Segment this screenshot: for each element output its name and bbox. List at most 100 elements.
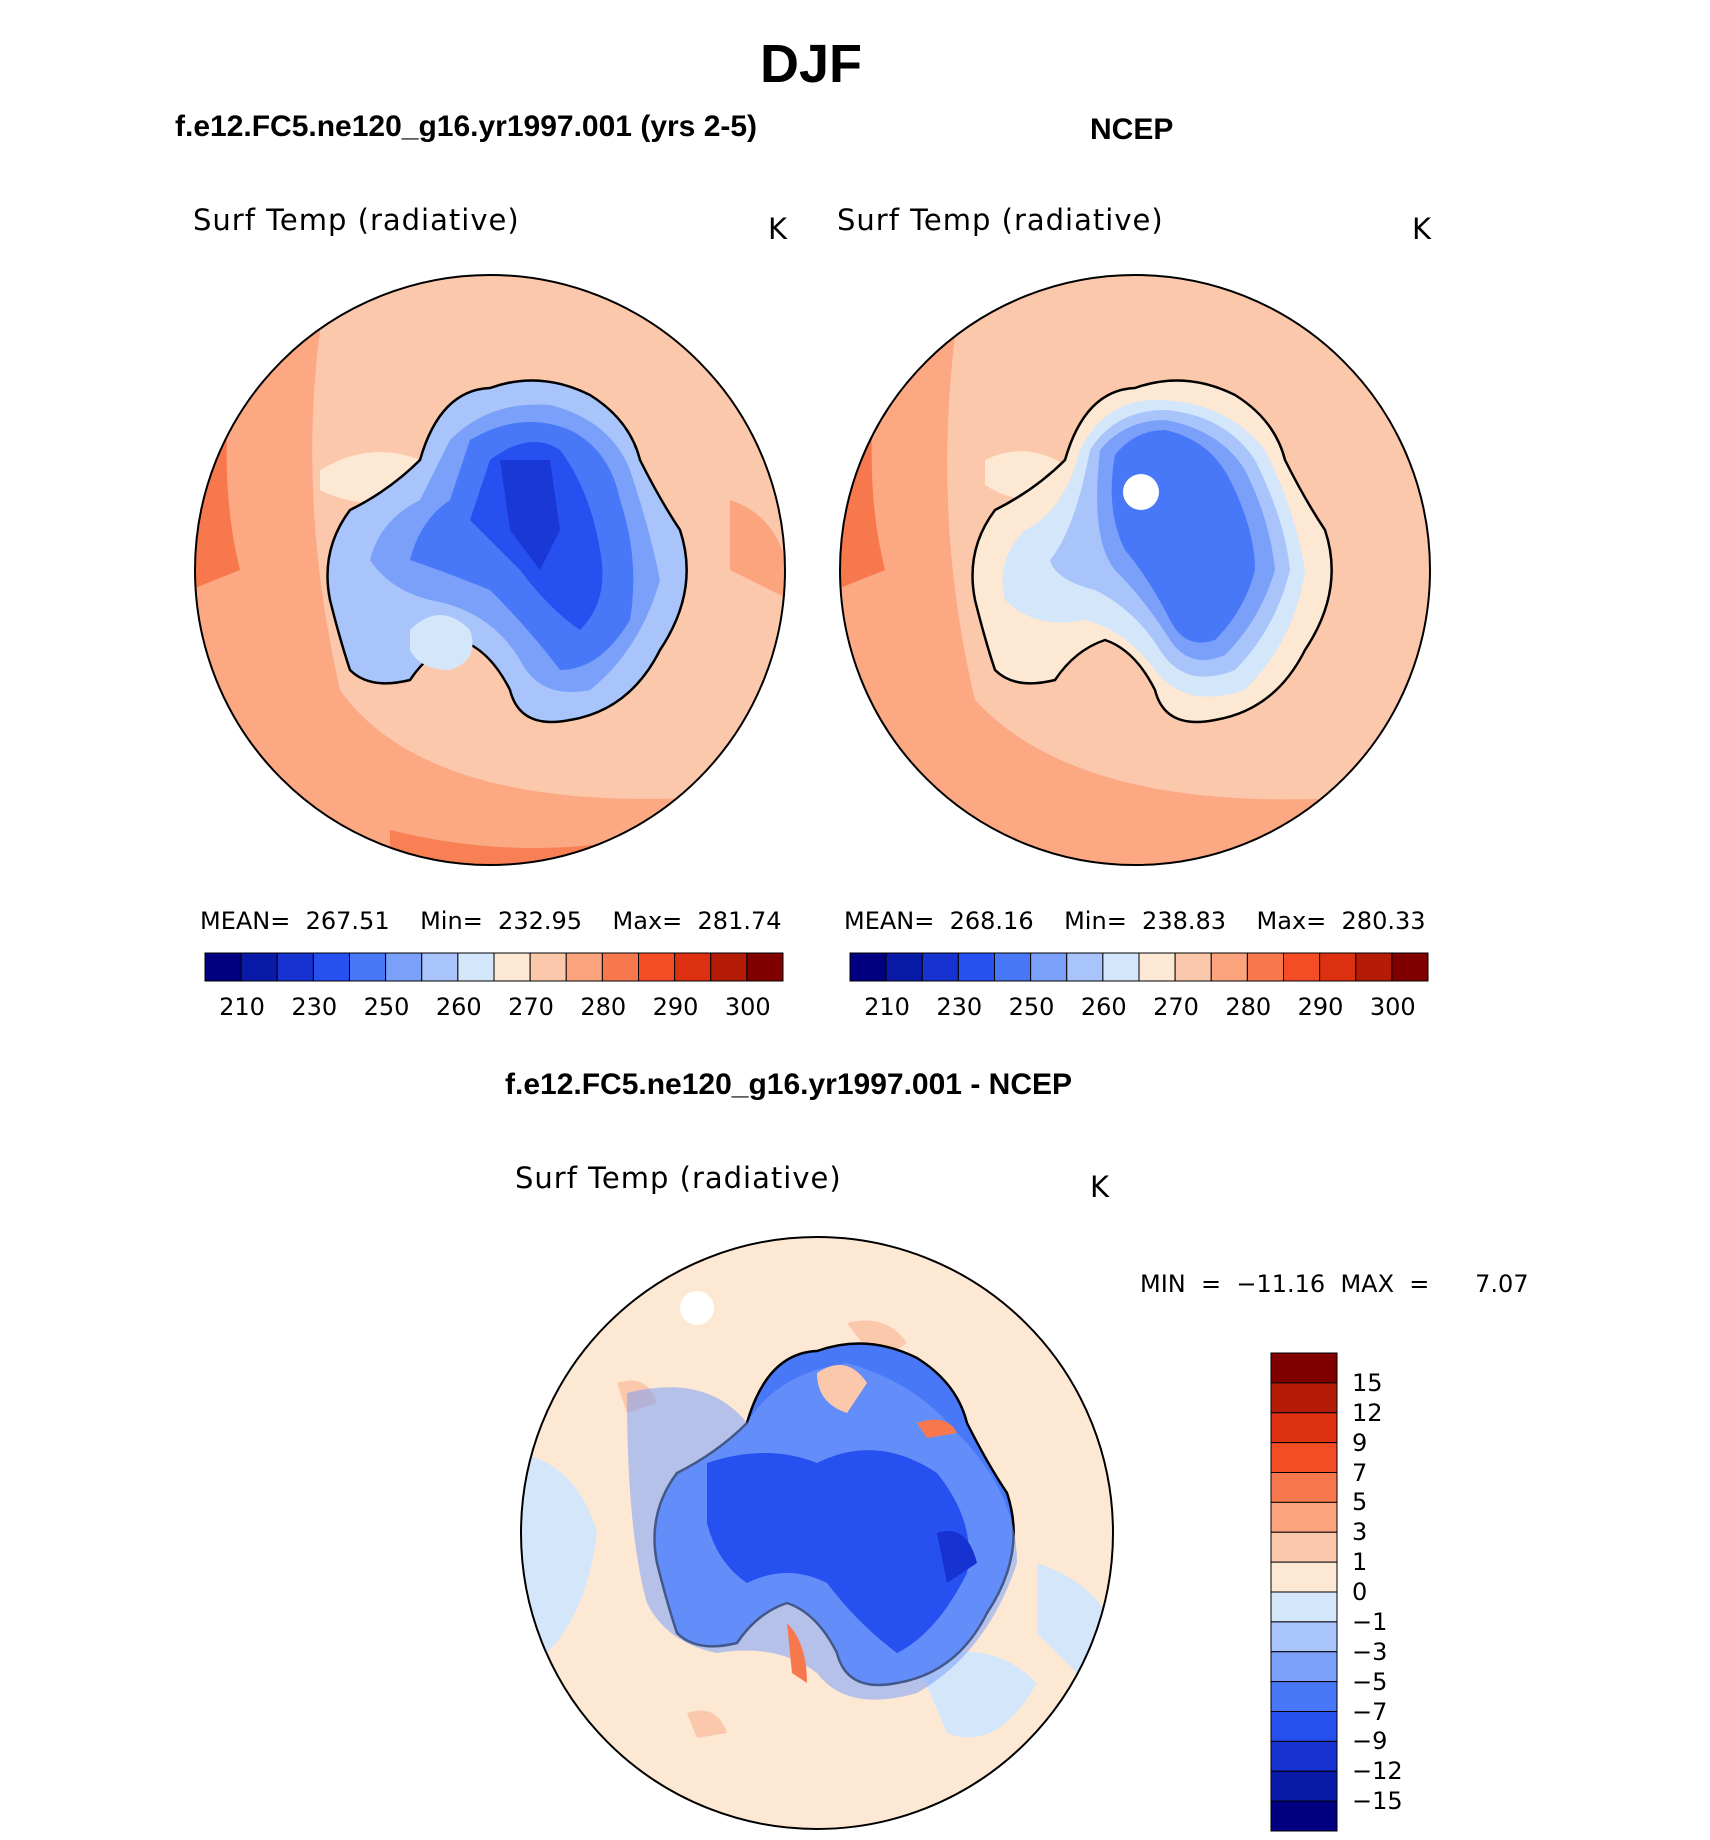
diff-colorbar-ticks: 15 12 9 7 5 3 1 0 −1 −3 −5 −7 −9 −12 −15 — [1352, 1352, 1432, 1832]
colorbar-swatch — [601, 952, 639, 982]
colorbar-swatch — [1270, 1800, 1338, 1832]
colorbar-swatch — [921, 952, 959, 982]
colorbar-swatch — [1270, 1412, 1338, 1444]
colorbar-swatch — [1283, 952, 1321, 982]
colorbar-tick-label: 280 — [580, 993, 627, 1021]
colorbar-swatch — [421, 952, 459, 982]
colorbar-tick-label: 230 — [936, 993, 983, 1021]
colorbar-swatch — [1270, 1561, 1338, 1593]
diff-colorbar — [1270, 1352, 1338, 1832]
colorbar-tick-label: −7 — [1352, 1697, 1388, 1726]
right-polar-map — [839, 274, 1431, 866]
left-colorbar — [204, 952, 784, 982]
colorbar-swatch — [1355, 952, 1393, 982]
colorbar-tick-label: −15 — [1352, 1787, 1403, 1816]
colorbar-swatch — [885, 952, 923, 982]
colorbar-swatch — [1270, 1621, 1338, 1653]
colorbar-swatch — [240, 952, 278, 982]
colorbar-swatch — [1030, 952, 1068, 982]
diff-stats: MIN = −11.16 MAX = 7.07 — [1140, 1270, 1529, 1298]
colorbar-tick-label: 5 — [1352, 1488, 1368, 1517]
colorbar-swatch — [1210, 952, 1248, 982]
left-stats: MEAN= 267.51 Min= 232.95 Max= 281.74 — [200, 907, 782, 935]
colorbar-swatch — [1270, 1531, 1338, 1563]
right-stats: MEAN= 268.16 Min= 238.83 Max= 280.33 — [844, 907, 1426, 935]
colorbar-tick-label: 1 — [1352, 1548, 1368, 1577]
colorbar-tick-label: 230 — [291, 993, 338, 1021]
colorbar-swatch — [1391, 952, 1429, 982]
colorbar-swatch — [994, 952, 1032, 982]
colorbar-tick-label: 15 — [1352, 1368, 1383, 1397]
colorbar-swatch — [1270, 1651, 1338, 1683]
colorbar-swatch — [957, 952, 995, 982]
colorbar-swatch — [493, 952, 531, 982]
colorbar-swatch — [1246, 952, 1284, 982]
colorbar-swatch — [1102, 952, 1140, 982]
colorbar-tick-label: −5 — [1352, 1667, 1388, 1696]
colorbar-swatch — [565, 952, 603, 982]
colorbar-swatch — [1270, 1770, 1338, 1802]
colorbar-tick-label: 280 — [1225, 993, 1272, 1021]
left-panel-title: f.e12.FC5.ne120_g16.yr1997.001 (yrs 2-5) — [175, 110, 758, 143]
colorbar-swatch — [1270, 1382, 1338, 1414]
colorbar-swatch — [1270, 1711, 1338, 1742]
colorbar-swatch — [1270, 1442, 1338, 1473]
right-colorbar — [849, 952, 1429, 982]
colorbar-swatch — [1270, 1740, 1338, 1772]
figure-title: DJF — [760, 34, 863, 94]
left-units-label: K — [768, 212, 789, 246]
right-colorbar-ticks: 210 230 250 260 270 280 290 300 — [849, 993, 1429, 1023]
colorbar-swatch — [276, 952, 314, 982]
colorbar-tick-label: −1 — [1352, 1607, 1388, 1636]
colorbar-tick-label: 270 — [508, 993, 554, 1021]
colorbar-swatch — [349, 952, 387, 982]
colorbar-tick-label: 210 — [864, 993, 910, 1021]
colorbar-tick-label: 210 — [219, 993, 265, 1021]
colorbar-swatch — [1270, 1591, 1338, 1623]
diff-units-label: K — [1090, 1170, 1111, 1204]
diff-polar-map — [520, 1236, 1114, 1830]
colorbar-tick-label: 300 — [724, 993, 771, 1021]
colorbar-tick-label: 290 — [1297, 993, 1344, 1021]
colorbar-tick-label: 260 — [435, 993, 482, 1021]
colorbar-swatch — [1138, 952, 1176, 982]
right-units-label: K — [1412, 212, 1433, 246]
colorbar-tick-label: 300 — [1369, 993, 1416, 1021]
left-colorbar-ticks: 210 230 250 260 270 280 290 300 — [204, 993, 784, 1023]
colorbar-tick-label: 250 — [1008, 993, 1055, 1021]
left-polar-map — [194, 274, 786, 866]
colorbar-swatch — [638, 952, 676, 982]
colorbar-tick-label: 270 — [1153, 993, 1199, 1021]
colorbar-tick-label: 9 — [1352, 1428, 1368, 1457]
colorbar-swatch — [385, 952, 423, 982]
colorbar-swatch — [746, 952, 784, 982]
colorbar-swatch — [1270, 1501, 1338, 1533]
colorbar-tick-label: −3 — [1352, 1637, 1388, 1666]
colorbar-tick-label: −12 — [1352, 1757, 1403, 1786]
diff-panel-title: f.e12.FC5.ne120_g16.yr1997.001 - NCEP — [505, 1068, 1072, 1101]
colorbar-swatch — [312, 952, 350, 982]
colorbar-swatch — [1174, 952, 1212, 982]
colorbar-swatch — [1319, 952, 1357, 982]
colorbar-swatch — [1270, 1472, 1338, 1503]
colorbar-swatch — [529, 952, 567, 982]
colorbar-tick-label: 12 — [1352, 1398, 1383, 1427]
colorbar-swatch — [1270, 1681, 1338, 1712]
left-variable-label: Surf Temp (radiative) — [193, 203, 520, 237]
colorbar-swatch — [710, 952, 748, 982]
right-panel-title: NCEP — [1090, 113, 1174, 146]
colorbar-swatch — [1066, 952, 1104, 982]
colorbar-swatch — [204, 952, 242, 982]
colorbar-tick-label: 0 — [1352, 1578, 1368, 1606]
colorbar-swatch — [457, 952, 495, 982]
colorbar-tick-label: −9 — [1352, 1727, 1388, 1756]
colorbar-tick-label: 3 — [1352, 1518, 1368, 1547]
colorbar-swatch — [674, 952, 712, 982]
colorbar-tick-label: 7 — [1352, 1458, 1368, 1487]
colorbar-tick-label: 260 — [1080, 993, 1127, 1021]
diff-variable-label: Surf Temp (radiative) — [515, 1161, 842, 1195]
colorbar-swatch — [849, 952, 887, 982]
colorbar-tick-label: 250 — [363, 993, 410, 1021]
colorbar-swatch — [1270, 1352, 1338, 1384]
colorbar-tick-label: 290 — [652, 993, 699, 1021]
